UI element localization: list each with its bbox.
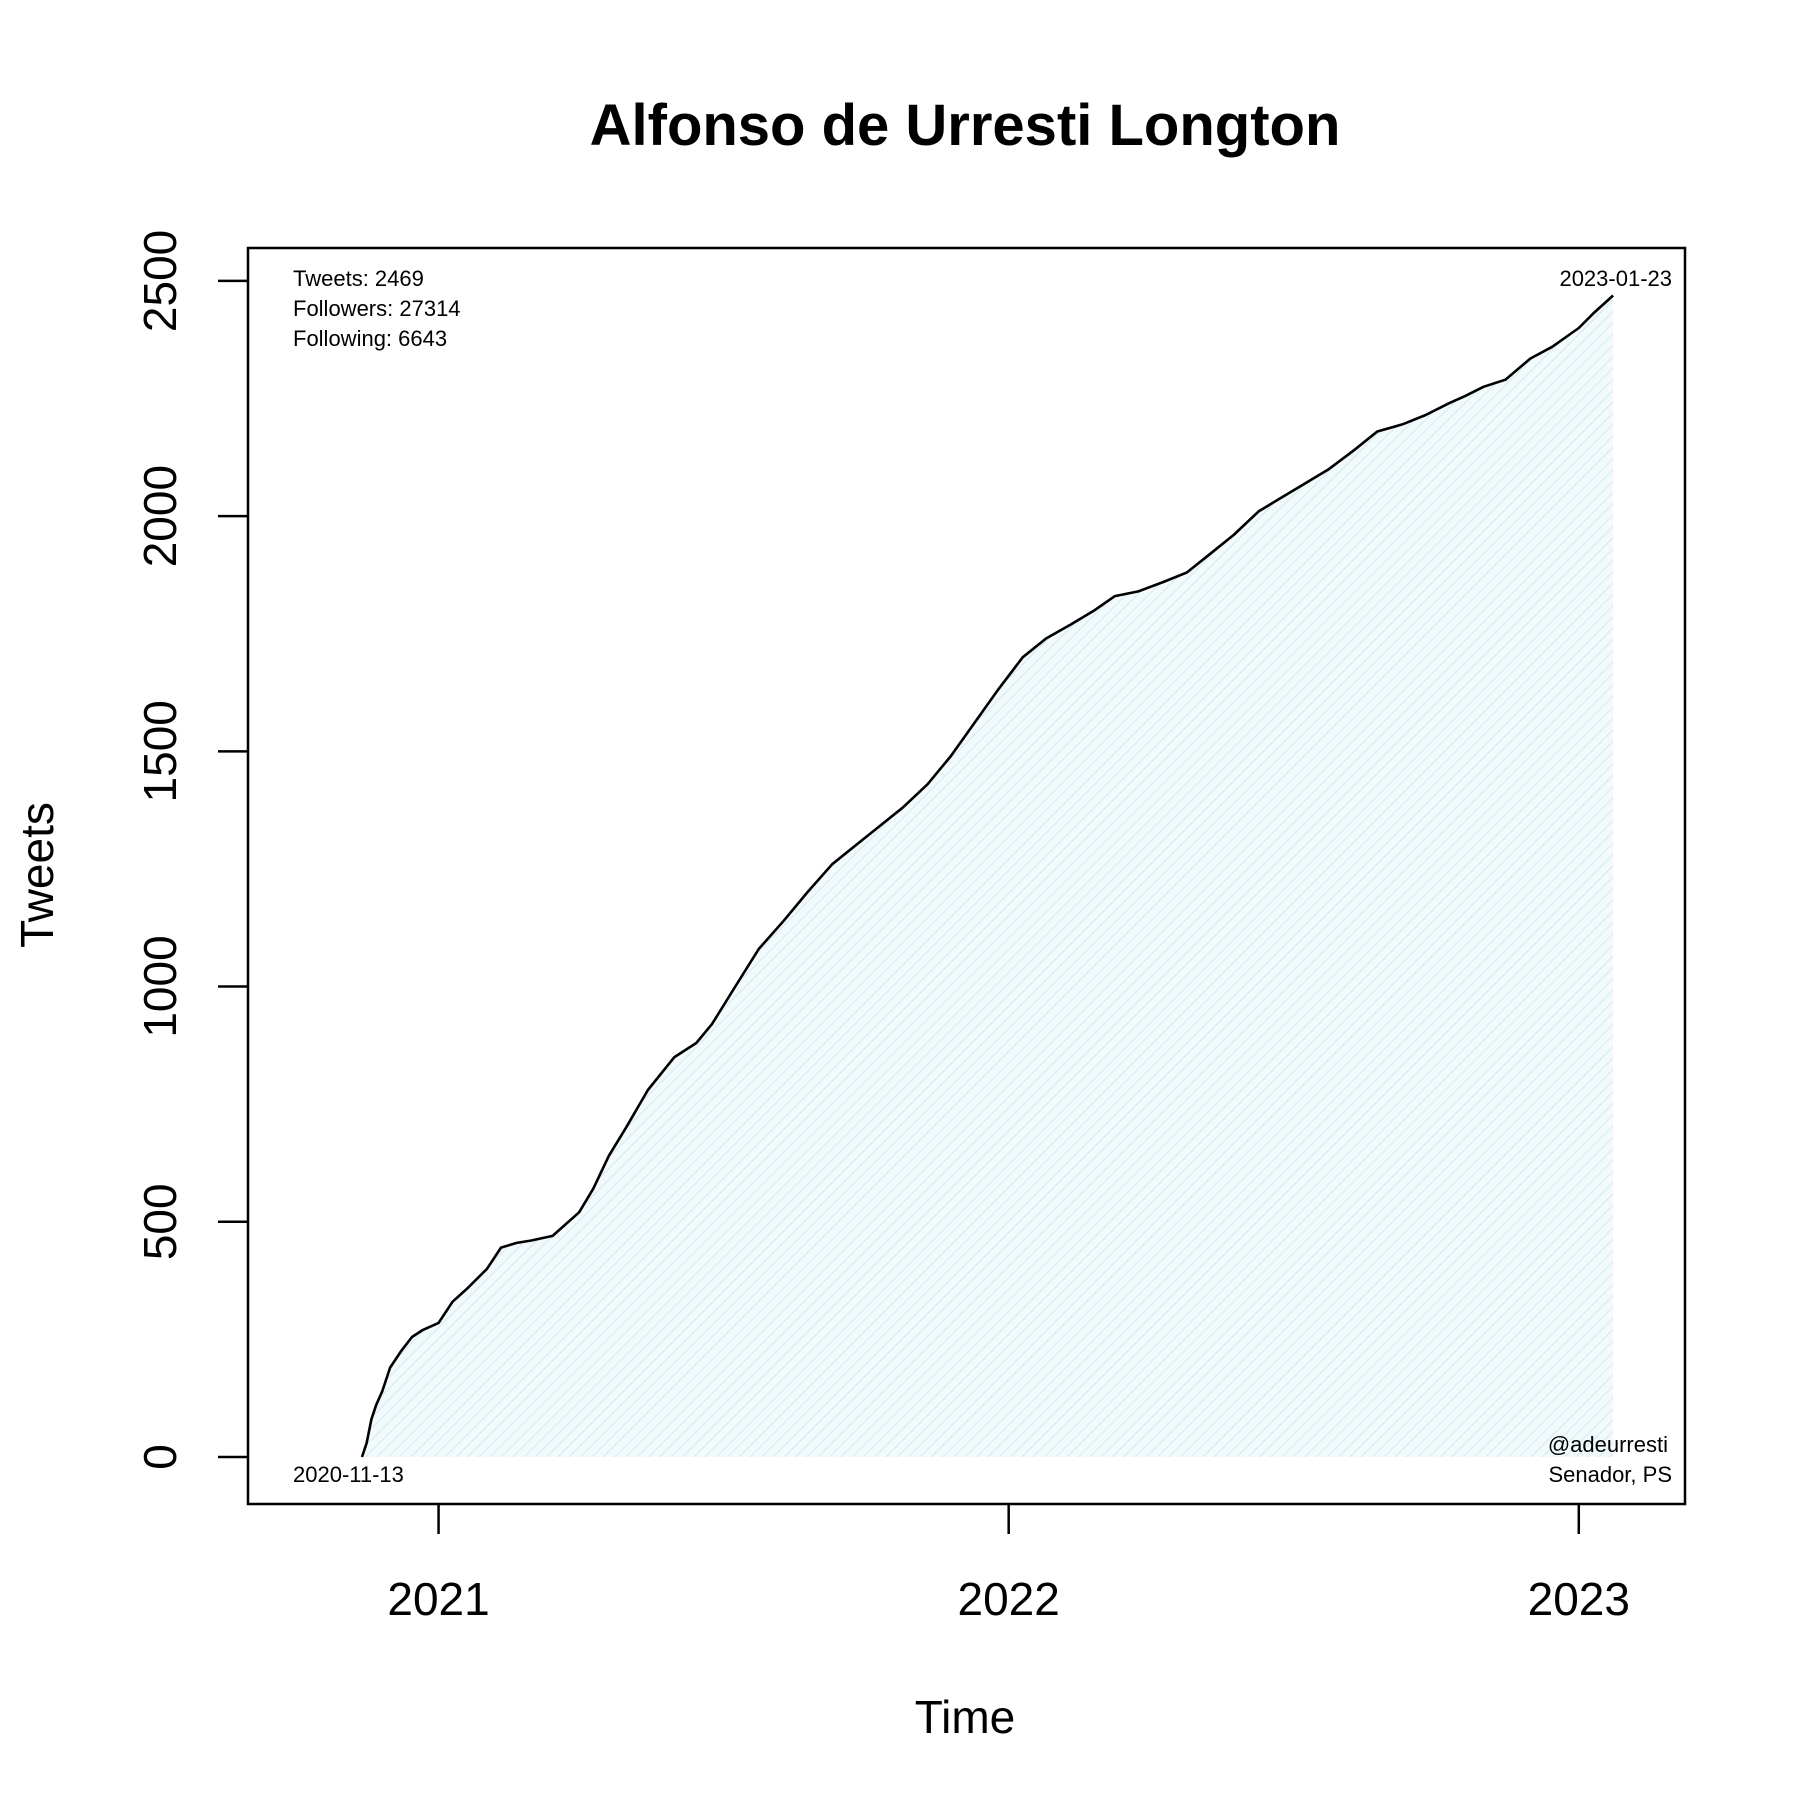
stat-following: Following: 6643 bbox=[293, 326, 447, 351]
x-tick-label-2: 2023 bbox=[1528, 1573, 1630, 1625]
y-tick-label-0: 0 bbox=[134, 1444, 186, 1470]
start-date-label: 2020-11-13 bbox=[293, 1462, 404, 1487]
y-tick-label-3: 1500 bbox=[134, 700, 186, 802]
y-tick-label-4: 2000 bbox=[134, 465, 186, 567]
y-tick-label-2: 1000 bbox=[134, 935, 186, 1037]
x-axis-label: Time bbox=[915, 1691, 1016, 1743]
y-axis: 0 500 1000 1500 2000 2500 bbox=[134, 230, 248, 1470]
x-tick-label-0: 2021 bbox=[387, 1573, 489, 1625]
chart-title: Alfonso de Urresti Longton bbox=[590, 93, 1341, 158]
y-tick-label-5: 2500 bbox=[134, 230, 186, 332]
area-fill bbox=[362, 295, 1614, 1457]
series-line bbox=[360, 294, 1614, 1458]
stat-followers: Followers: 27314 bbox=[293, 296, 461, 321]
x-tick-label-1: 2022 bbox=[958, 1573, 1060, 1625]
plot-area bbox=[360, 294, 1614, 1458]
account-handle: @adeurresti bbox=[1548, 1432, 1668, 1457]
account-role: Senador, PS bbox=[1548, 1462, 1672, 1487]
y-tick-label-1: 500 bbox=[134, 1183, 186, 1260]
stat-tweets: Tweets: 2469 bbox=[293, 266, 424, 291]
y-axis-label: Tweets bbox=[11, 802, 63, 948]
plot-frame bbox=[246, 246, 1687, 1506]
end-date-label: 2023-01-23 bbox=[1559, 266, 1672, 291]
x-axis: 2021 2022 2023 bbox=[387, 1504, 1630, 1625]
